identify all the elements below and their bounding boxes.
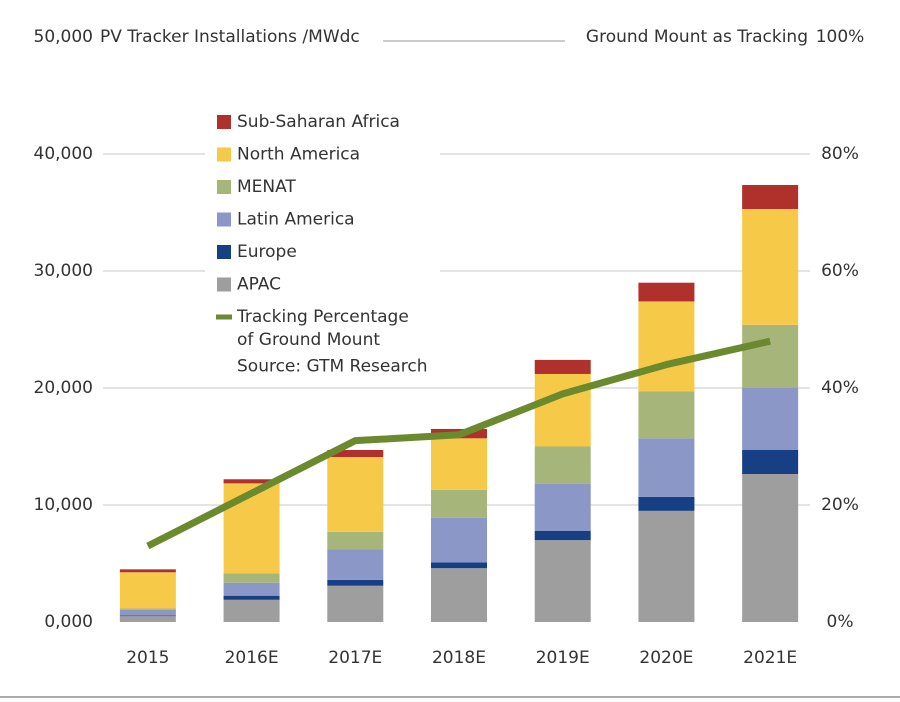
source: Source: GTM Research	[237, 357, 428, 377]
legend-swatch	[217, 115, 231, 129]
y-tick-label: 20,000	[34, 378, 93, 398]
x-tick-label: 2020E	[639, 648, 693, 668]
bar-segment	[223, 582, 280, 596]
bar-segment	[327, 549, 384, 580]
bar-segment	[742, 473, 799, 622]
legend-swatch	[217, 147, 231, 162]
bar-segment	[327, 457, 384, 532]
bar-segment	[431, 568, 487, 622]
bar-segment	[534, 483, 591, 531]
x-tick-label: 2015	[126, 648, 169, 668]
bar-segment	[431, 517, 487, 563]
bar-segment	[431, 489, 487, 518]
bar-segment	[327, 531, 384, 550]
legend-label: Latin America	[237, 210, 355, 230]
legend-label: Europe	[237, 242, 297, 262]
legend-label: Tracking Percentage of Ground Mount	[236, 307, 409, 350]
x-tick-label: 2018E	[432, 648, 486, 668]
x-tick-label: 2019E	[536, 648, 590, 668]
legend-swatch	[217, 212, 231, 227]
legend-swatch	[217, 180, 231, 194]
y-tick-label: 50,000	[34, 27, 93, 47]
bar-segment	[223, 573, 280, 583]
bar-segment	[742, 324, 799, 388]
bar-segment	[223, 595, 280, 600]
y-tick-label: 10,000	[34, 495, 93, 515]
y2-tick-label: 60%	[821, 261, 859, 281]
legend-swatch	[217, 245, 231, 259]
legend-label: APAC	[237, 275, 281, 295]
x-tick-label: 2016E	[225, 648, 279, 668]
bar-segment	[119, 616, 176, 622]
y2-tick-label: 20%	[821, 495, 859, 515]
y2-tick-label: 100%	[816, 27, 865, 47]
bar-segment	[638, 391, 695, 439]
x-tick-label: 2021E	[743, 648, 797, 668]
bar-segment	[638, 496, 695, 511]
bar-segment	[119, 609, 176, 616]
line	[146, 337, 771, 550]
bar-segment	[327, 450, 384, 458]
bar-segment	[431, 562, 487, 569]
bar-segment	[638, 282, 695, 302]
chart-title: PV Tracker Installations /MWdc	[100, 27, 360, 47]
legend-label: North America	[237, 145, 360, 165]
bar-segment	[638, 510, 695, 622]
bar-segment	[534, 446, 591, 484]
legend-background	[205, 105, 440, 383]
plot: 2015 2016E 2017E 2018E 2019E 2020E 2021E Sub-Sa…	[119, 112, 799, 668]
legend-swatch	[217, 277, 231, 292]
y2-title: Ground Mount as Tracking	[586, 27, 808, 47]
bar-segment	[223, 479, 280, 484]
bar-segment	[119, 569, 176, 573]
bar-segment	[327, 585, 384, 622]
bar-segment	[431, 438, 487, 490]
y-tick-label: 40,000	[34, 144, 93, 164]
bar-segment	[223, 599, 280, 622]
x-tick-label: 2017E	[328, 648, 382, 668]
bar-segment	[742, 185, 799, 209]
y-tick-label: 30,000	[34, 261, 93, 281]
y2-tick-label: 80%	[821, 144, 859, 164]
legend-label: Sub-Saharan Africa	[237, 112, 400, 132]
bar-segment	[534, 540, 591, 622]
bar-segment	[638, 301, 695, 392]
bar-segment	[742, 450, 799, 474]
bar-segment	[534, 359, 591, 374]
bar-segment	[119, 615, 176, 617]
bar-segment	[119, 608, 176, 610]
legend-label: MENAT	[237, 177, 296, 197]
bar-segment	[742, 388, 799, 451]
bar-segment	[638, 438, 695, 497]
bar-segment	[119, 572, 176, 609]
y2-tick-label: 0%	[827, 612, 854, 632]
bar-segment	[223, 483, 280, 574]
bar-segment	[327, 579, 384, 586]
y-tick-label: 0,000	[44, 612, 93, 632]
y2-tick-label: 40%	[821, 378, 859, 398]
bar-segment	[742, 208, 799, 325]
bar-segment	[534, 530, 591, 541]
